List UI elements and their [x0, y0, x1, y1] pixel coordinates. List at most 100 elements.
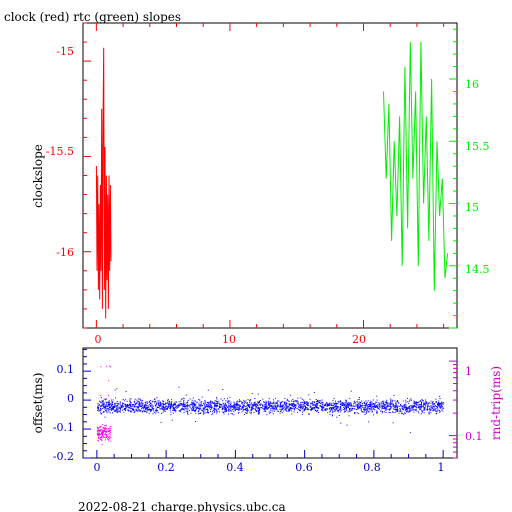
offset-point	[132, 408, 134, 410]
offset-point	[367, 411, 369, 413]
offset-point	[250, 402, 252, 404]
offset-point	[346, 405, 348, 407]
offset-point	[441, 402, 443, 404]
offset-point	[345, 406, 347, 408]
offset-point	[175, 406, 177, 408]
offset-point	[245, 400, 247, 402]
offset-point	[368, 405, 370, 407]
rndtrip-point	[104, 430, 106, 432]
offset-point	[416, 402, 418, 403]
rndtrip-point	[100, 438, 102, 440]
offset-point	[406, 407, 407, 409]
y-tick-label-n15: -15	[56, 45, 74, 58]
offset-point	[197, 406, 198, 408]
offset-point	[338, 410, 340, 412]
offset-point	[432, 406, 434, 408]
offset-point	[352, 405, 354, 407]
offset-point	[427, 408, 429, 410]
offset-point	[189, 409, 190, 411]
offset-point	[320, 409, 322, 411]
offset-point	[439, 403, 441, 405]
offset-point	[156, 401, 158, 403]
rndtrip-point	[98, 436, 99, 438]
offset-point	[220, 398, 222, 400]
offset-point	[149, 406, 151, 407]
offset-point	[171, 403, 172, 405]
offset-point	[417, 401, 419, 403]
offset-point	[321, 399, 323, 401]
offset-point	[332, 407, 334, 409]
offset-point	[147, 409, 149, 411]
offset-point	[231, 408, 233, 410]
offset-point	[356, 412, 358, 414]
offset-point	[316, 405, 318, 407]
offset-point	[150, 409, 152, 411]
offset-point	[225, 400, 227, 402]
offset-point	[335, 405, 337, 407]
offset-point	[192, 408, 194, 410]
rndtrip-point	[108, 428, 110, 429]
offset-point	[102, 400, 104, 402]
offset-point	[328, 404, 330, 406]
offset-point	[323, 405, 325, 407]
offset-point	[192, 402, 194, 404]
offset-point	[235, 408, 237, 410]
offset-point	[266, 408, 268, 410]
offset-point	[141, 402, 143, 404]
rndtrip-point	[105, 431, 107, 433]
offset-point	[151, 404, 153, 406]
offset-point	[241, 401, 243, 403]
offset-point	[139, 398, 141, 400]
offset-point	[214, 405, 216, 407]
offset-point	[384, 409, 386, 411]
offset-point	[358, 407, 360, 409]
offset-point	[407, 401, 409, 403]
offset-point	[112, 412, 113, 414]
rndtrip-point	[100, 425, 102, 427]
rndtrip-point	[105, 430, 107, 432]
offset-point	[382, 402, 384, 403]
offset-point	[298, 409, 300, 411]
offset-point	[187, 401, 188, 403]
offset-point	[118, 403, 120, 405]
offset-point	[201, 401, 203, 403]
offset-point	[363, 405, 365, 407]
offset-point	[321, 407, 323, 409]
rndtrip-point	[100, 435, 102, 437]
offset-point	[191, 410, 193, 412]
offset-point	[105, 401, 107, 403]
offset-point	[405, 407, 407, 409]
offset-point	[344, 402, 346, 404]
offset-point	[277, 406, 279, 408]
offset-point	[230, 410, 231, 412]
offset-point	[428, 406, 430, 408]
offset-point	[173, 405, 175, 407]
offset-point	[437, 402, 439, 403]
offset-point	[153, 402, 155, 404]
offset-point	[365, 400, 367, 402]
offset-point	[161, 403, 163, 405]
offset-point	[103, 404, 105, 406]
offset-point	[407, 407, 409, 409]
offset-point	[315, 404, 317, 406]
offset-point	[305, 406, 306, 408]
offset-point	[153, 408, 154, 410]
offset-point	[123, 400, 125, 402]
offset-point	[109, 404, 111, 406]
offset-point	[386, 399, 388, 401]
offset-point	[139, 403, 141, 405]
offset-point	[247, 409, 249, 411]
rndtrip-point	[110, 428, 112, 430]
offset-point	[307, 405, 309, 407]
offset-point	[372, 407, 374, 409]
offset-point	[156, 397, 158, 399]
offset-point	[275, 408, 277, 410]
offset-point	[207, 412, 209, 414]
offset-point	[421, 404, 423, 406]
offset-point	[340, 409, 342, 411]
offset-point	[246, 402, 248, 404]
rndtrip-point	[98, 428, 100, 430]
offset-point	[165, 403, 167, 405]
offset-point	[149, 402, 151, 404]
offset-point	[366, 407, 368, 409]
